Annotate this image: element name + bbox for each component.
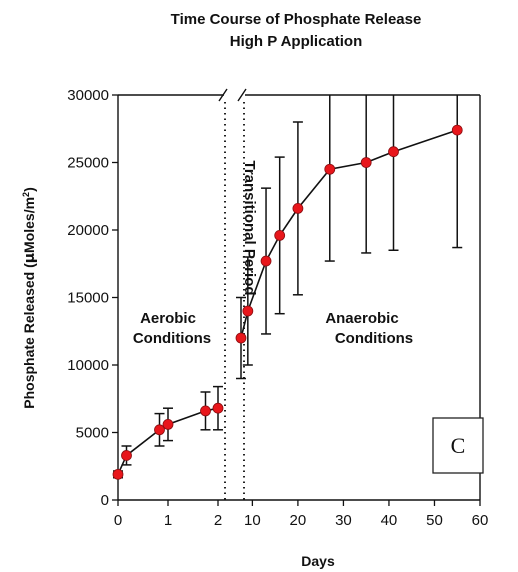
x-axis-label: Days [301, 553, 335, 569]
chart-title-line-2: High P Application [230, 33, 363, 50]
data-point [243, 306, 253, 316]
y-tick-label: 15000 [67, 290, 109, 307]
x-tick-label: 60 [472, 512, 489, 529]
x-tick-label: 1 [164, 512, 172, 529]
anaerobic-label-line-2: Conditions [335, 330, 413, 347]
anaerobic-label-line-1: Anaerobic [325, 310, 398, 327]
data-point [389, 147, 399, 157]
y-axis-label: Phosphate Released (μMoles/m2) [21, 187, 38, 409]
y-axis-label-part-3: ) [21, 187, 37, 192]
axis-break-slash-2 [238, 89, 246, 101]
x-tick-label: 10 [244, 512, 261, 529]
transitional-period-label: Transitional Period [241, 160, 258, 295]
data-point [113, 469, 123, 479]
anaerobic-series-line [241, 130, 457, 338]
data-point [293, 203, 303, 213]
data-point [236, 333, 246, 343]
data-point [163, 419, 173, 429]
x-tick-label: 2 [214, 512, 222, 529]
data-point [213, 403, 223, 413]
x-tick-label: 30 [335, 512, 352, 529]
x-tick-label: 20 [290, 512, 307, 529]
x-tick-label: 40 [381, 512, 398, 529]
x-tick-label: 50 [426, 512, 443, 529]
y-tick-label: 25000 [67, 155, 109, 172]
panel-letter: C [451, 433, 466, 458]
data-point [361, 158, 371, 168]
y-tick-label: 0 [101, 492, 109, 509]
aerobic-label-line-2: Conditions [133, 330, 211, 347]
y-axis-label-mu: μ [22, 253, 38, 263]
data-point [261, 256, 271, 266]
data-point [325, 164, 335, 174]
x-tick-label: 0 [114, 512, 122, 529]
data-point [122, 450, 132, 460]
y-tick-label: 5000 [76, 425, 109, 442]
y-axis-label-part-1: Phosphate Released ( [21, 263, 37, 409]
plot-area: 0 5000 10000 15000 20000 25000 30000 0 1 2 10 20 30 4… [67, 87, 488, 529]
y-tick-label: 30000 [67, 87, 109, 104]
data-point [452, 125, 462, 135]
y-tick-label: 10000 [67, 357, 109, 374]
data-point [275, 230, 285, 240]
data-point [201, 406, 211, 416]
y-axis-label-part-2: Moles/m [21, 197, 37, 253]
y-tick-label: 20000 [67, 222, 109, 239]
aerobic-label-line-1: Aerobic [140, 310, 196, 327]
chart-title-line-1: Time Course of Phosphate Release [171, 11, 422, 28]
